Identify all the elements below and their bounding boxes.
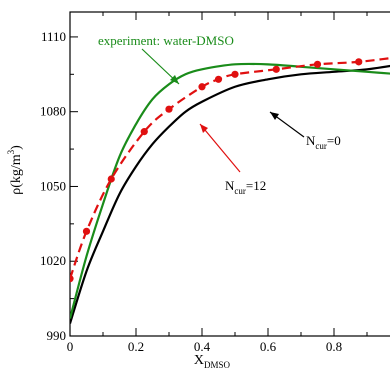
experiment-arrowhead	[170, 75, 179, 84]
plot-frame	[69, 11, 390, 337]
ncur12-annotation: Ncur=12	[199, 123, 266, 196]
y-tick-label: 990	[47, 328, 67, 343]
experiment-label: experiment: water-DMSO	[98, 33, 234, 48]
x-axis-title: XDMSO	[194, 353, 231, 369]
ncur0-annotation: Ncur=0	[269, 111, 341, 151]
ncur12-arrowhead	[200, 124, 208, 133]
ncur0-arrowhead	[270, 112, 279, 120]
y-axis-ticks: 990 1020 1050 1080 1110	[40, 29, 78, 343]
series-point-ncur12	[198, 83, 206, 91]
series-point-ncur12	[355, 58, 363, 66]
series-line-experiment	[70, 62, 390, 319]
x-tick-label: 0.4	[194, 339, 211, 354]
series-point-ncur12	[165, 105, 173, 113]
x-tick-label: 0.2	[128, 339, 144, 354]
y-tick-label: 1110	[41, 29, 66, 44]
series-point-ncur12	[231, 70, 239, 78]
series-line-ncur12	[70, 57, 390, 280]
series-point-ncur12	[82, 227, 91, 235]
series-point-ncur12	[107, 175, 115, 183]
ncur12-label: Ncur=12	[225, 178, 266, 196]
y-tick-label: 1050	[40, 178, 66, 193]
series-point-ncur12	[313, 60, 322, 68]
y-tick-label: 1020	[40, 253, 66, 268]
x-axis-ticks: 0 0.2 0.4 0.6 0.8	[67, 12, 368, 354]
experiment-annotation: experiment: water-DMSO	[98, 33, 234, 85]
series-line-ncur0	[70, 64, 390, 324]
series-layer	[70, 57, 390, 324]
x-tick-label: 0.6	[260, 339, 277, 354]
series-point-ncur12	[140, 128, 148, 136]
y-tick-label: 1080	[40, 104, 66, 119]
ncur12-arrow	[199, 123, 241, 173]
series-point-ncur12	[214, 75, 223, 83]
x-tick-label: 0	[67, 339, 74, 354]
y-axis-title: ρ(kg/m3)	[6, 145, 24, 195]
ncur0-label: Ncur=0	[306, 133, 341, 151]
series-point-ncur12	[272, 65, 280, 73]
series-point-ncur12	[70, 275, 74, 283]
x-tick-label: 0.8	[326, 339, 342, 354]
